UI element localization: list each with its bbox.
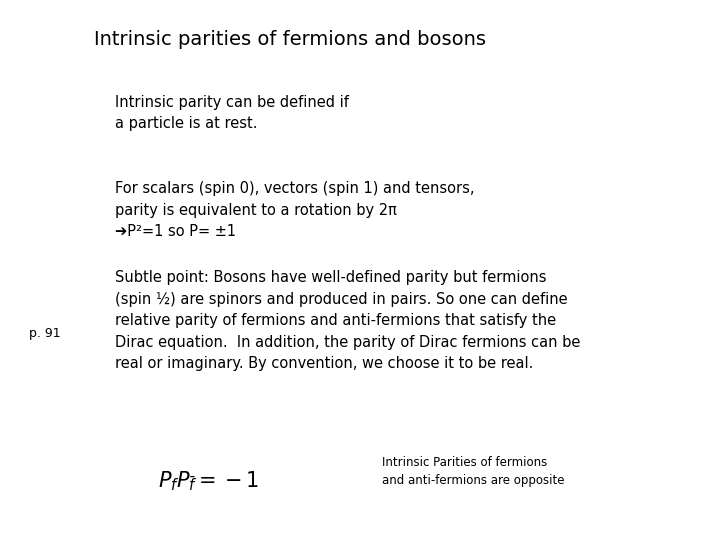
Text: Intrinsic parities of fermions and bosons: Intrinsic parities of fermions and boson… <box>94 30 485 49</box>
Text: p. 91: p. 91 <box>29 327 60 340</box>
Text: Intrinsic Parities of fermions
and anti-fermions are opposite: Intrinsic Parities of fermions and anti-… <box>382 456 564 487</box>
Text: Subtle point: Bosons have well-defined parity but fermions
(spin ½) are spinors : Subtle point: Bosons have well-defined p… <box>115 270 580 372</box>
Text: Intrinsic parity can be defined if
a particle is at rest.: Intrinsic parity can be defined if a par… <box>115 94 349 131</box>
Text: $P_f P_{\bar{f}} = -1$: $P_f P_{\bar{f}} = -1$ <box>158 470 260 494</box>
Text: For scalars (spin 0), vectors (spin 1) and tensors,
parity is equivalent to a ro: For scalars (spin 0), vectors (spin 1) a… <box>115 181 474 239</box>
